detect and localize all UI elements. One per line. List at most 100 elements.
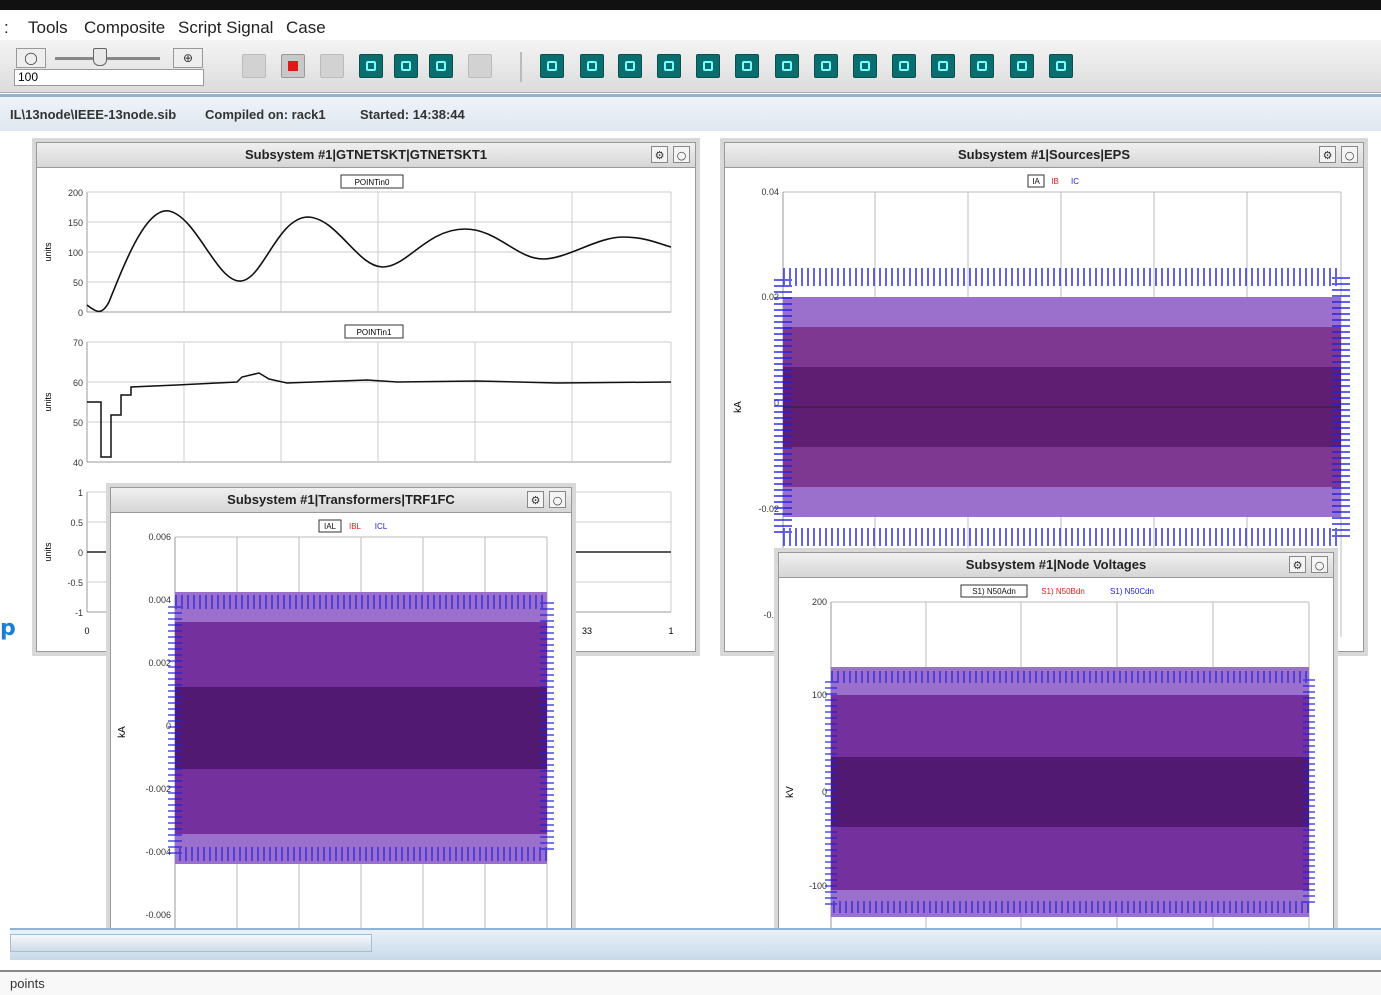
ytick: 50 bbox=[73, 418, 83, 428]
ylabel: kA bbox=[733, 401, 744, 413]
legend-ial: IAL bbox=[324, 522, 337, 531]
legend-icl: ICL bbox=[375, 522, 388, 531]
toolbar: ◯ ⊕ 100 bbox=[0, 40, 1381, 93]
close-icon[interactable]: ○ bbox=[1341, 146, 1358, 163]
legend-pointin0: POINTin0 bbox=[355, 178, 390, 187]
ytick: -0.5 bbox=[67, 578, 83, 588]
ytick: 100 bbox=[812, 690, 827, 700]
eps-plot: IA IB IC 0.04 0.02 0 -0.02 -0.0 kA bbox=[733, 174, 1350, 637]
properties-icon[interactable]: ⚙ bbox=[527, 491, 544, 508]
play-icon[interactable] bbox=[242, 54, 266, 78]
zoom-in-icon[interactable]: ⊕ bbox=[173, 48, 203, 68]
legend-n50bdn: S1) N50Bdn bbox=[1041, 587, 1085, 596]
ytick: 200 bbox=[812, 597, 827, 607]
panel-title[interactable]: Subsystem #1|Transformers|TRF1FC bbox=[111, 488, 571, 513]
camera-icon[interactable] bbox=[931, 54, 955, 78]
ytick: 70 bbox=[73, 338, 83, 348]
status-footer: points bbox=[0, 970, 1381, 995]
horizontal-scrollbar[interactable] bbox=[10, 928, 1381, 960]
properties-icon[interactable]: ⚙ bbox=[1289, 556, 1306, 573]
close-icon[interactable]: ○ bbox=[673, 146, 690, 163]
indicator-icon[interactable] bbox=[853, 54, 877, 78]
gtnetskt-plots: POINTin0 200 150 100 50 0 units POINTin1… bbox=[43, 174, 674, 636]
ytick: -1 bbox=[75, 608, 83, 618]
menu-bar: : Tools Composite Script Signal Case bbox=[0, 10, 1381, 40]
points-label: points bbox=[10, 976, 45, 991]
zoom-slider-track[interactable] bbox=[55, 57, 160, 60]
load-icon[interactable] bbox=[359, 54, 383, 78]
ytick: 1 bbox=[78, 488, 83, 498]
slider-tool-icon[interactable] bbox=[580, 54, 604, 78]
ylabel: units bbox=[43, 242, 53, 262]
plot-icon[interactable] bbox=[540, 54, 564, 78]
ytick: -0.02 bbox=[758, 504, 779, 514]
legend-ia: IA bbox=[1032, 177, 1040, 186]
dial-icon[interactable] bbox=[775, 54, 799, 78]
zoom-value-field[interactable]: 100 bbox=[14, 69, 204, 86]
switch-icon[interactable] bbox=[735, 54, 759, 78]
ylabel: kV bbox=[785, 786, 796, 798]
ytick: 100 bbox=[68, 248, 83, 258]
ytick: 150 bbox=[68, 218, 83, 228]
scrollbar-thumb[interactable] bbox=[10, 934, 372, 952]
ytick: 0 bbox=[822, 787, 827, 797]
panel-title[interactable]: Subsystem #1|Node Voltages bbox=[779, 553, 1333, 578]
compiled-on: Compiled on: rack1 bbox=[205, 107, 326, 122]
globe-icon[interactable] bbox=[970, 54, 994, 78]
script-icon[interactable] bbox=[1049, 54, 1073, 78]
disabled-tool-icon[interactable] bbox=[468, 54, 492, 78]
meter-icon[interactable] bbox=[618, 54, 642, 78]
properties-icon[interactable]: ⚙ bbox=[1319, 146, 1336, 163]
series-pointin0 bbox=[86, 210, 672, 313]
ytick: -0.0 bbox=[763, 610, 779, 620]
case-path: IL\13node\IEEE-13node.sib bbox=[10, 107, 177, 122]
button-tool-icon[interactable] bbox=[657, 54, 681, 78]
xtick: 1 bbox=[668, 626, 673, 636]
close-icon[interactable]: ○ bbox=[549, 491, 566, 508]
group-icon[interactable] bbox=[1010, 54, 1034, 78]
legend-pointin1: POINTin1 bbox=[357, 328, 392, 337]
zoom-slider-thumb[interactable] bbox=[93, 48, 107, 66]
voltage-waveform bbox=[825, 667, 1315, 917]
close-icon[interactable]: ○ bbox=[1311, 556, 1328, 573]
panel-title[interactable]: Subsystem #1|Sources|EPS bbox=[725, 143, 1363, 168]
ytick: 60 bbox=[73, 378, 83, 388]
menu-case[interactable]: Case bbox=[286, 18, 326, 37]
ytick: 0.04 bbox=[761, 187, 779, 197]
ytick: -0.002 bbox=[145, 784, 171, 794]
ylabel: units bbox=[43, 542, 53, 562]
trf-plot: IAL IBL ICL 0.006 0.004 0.002 0 -0.002 -… bbox=[117, 519, 554, 932]
ytick: 0.004 bbox=[148, 595, 171, 605]
plot-panel-node-voltages[interactable]: Subsystem #1|Node Voltages ⚙ ○ S1) N50Adn… bbox=[778, 552, 1334, 952]
panel-title[interactable]: Subsystem #1|GTNETSKT|GTNETSKT1 bbox=[37, 143, 695, 168]
ytick: 0.02 bbox=[761, 292, 779, 302]
edge-letter: p bbox=[0, 616, 16, 641]
led-icon[interactable] bbox=[814, 54, 838, 78]
pushbutton-icon[interactable] bbox=[696, 54, 720, 78]
refresh-icon[interactable] bbox=[429, 54, 453, 78]
properties-icon[interactable]: ⚙ bbox=[651, 146, 668, 163]
ytick: 0.006 bbox=[148, 532, 171, 542]
ytick: 50 bbox=[73, 278, 83, 288]
ylabel: kA bbox=[117, 726, 128, 738]
ytick: 40 bbox=[73, 458, 83, 468]
ytick: 0 bbox=[78, 308, 83, 318]
legend-ic: IC bbox=[1071, 177, 1079, 186]
ytick: 0 bbox=[774, 398, 779, 408]
ytick: -0.006 bbox=[145, 910, 171, 920]
menu-tools[interactable]: Tools bbox=[28, 18, 68, 37]
legend-n50adn: S1) N50Adn bbox=[972, 587, 1016, 596]
menu-script-signal[interactable]: Script Signal bbox=[178, 18, 274, 37]
plot-panel-transformers[interactable]: Subsystem #1|Transformers|TRF1FC ⚙ ○ IAL … bbox=[110, 487, 572, 947]
xtick: 33 bbox=[582, 626, 592, 636]
zoom-out-icon[interactable]: ◯ bbox=[16, 48, 46, 68]
save-icon[interactable] bbox=[394, 54, 418, 78]
menu-composite[interactable]: Composite bbox=[84, 18, 166, 37]
pause-icon[interactable] bbox=[320, 54, 344, 78]
ytick: 0 bbox=[78, 548, 83, 558]
text-tool-icon[interactable] bbox=[892, 54, 916, 78]
ylabel: units bbox=[43, 392, 53, 412]
stop-icon[interactable] bbox=[281, 54, 305, 78]
case-status-bar: IL\13node\IEEE-13node.sib Compiled on: r… bbox=[0, 94, 1381, 131]
series-pointin1 bbox=[87, 372, 672, 458]
